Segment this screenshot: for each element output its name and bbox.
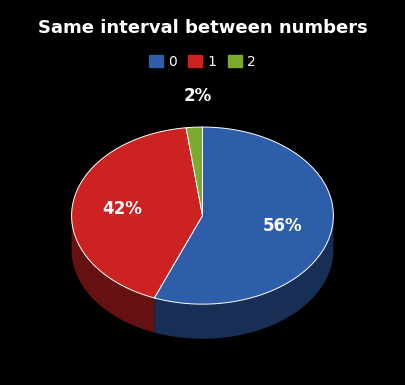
Text: 2%: 2% [184, 87, 212, 105]
Polygon shape [154, 127, 333, 304]
Text: Same interval between numbers: Same interval between numbers [38, 19, 367, 37]
Legend: 0, 1, 2: 0, 1, 2 [143, 49, 262, 74]
Text: 42%: 42% [102, 200, 142, 218]
Polygon shape [154, 215, 333, 339]
Polygon shape [72, 215, 154, 333]
Polygon shape [186, 127, 202, 216]
Text: 56%: 56% [262, 217, 302, 235]
Polygon shape [72, 128, 202, 298]
